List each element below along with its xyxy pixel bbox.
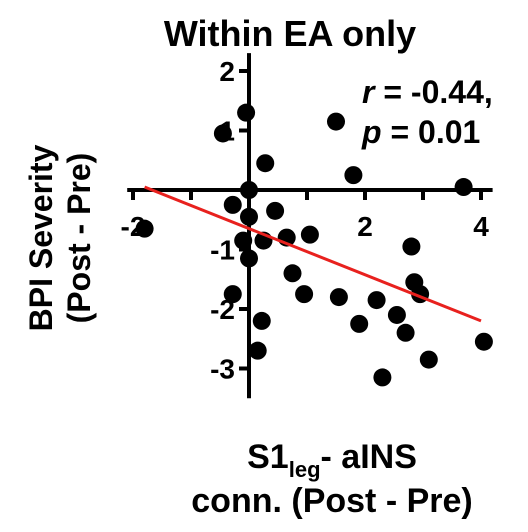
x-axis-label-line1: S1leg- aINS [247, 438, 417, 482]
data-point [240, 181, 258, 199]
data-point [300, 225, 319, 244]
data-point [329, 288, 348, 307]
data-point [223, 285, 242, 304]
data-point [350, 314, 369, 333]
y-tick-label: 2 [219, 56, 235, 87]
x-axis-label-rest: - aINS [321, 438, 417, 476]
data-point [283, 264, 302, 283]
y-tick-label: -3 [210, 354, 235, 385]
x-axis-label-sub: leg [289, 457, 321, 482]
data-point [240, 207, 258, 226]
stat-p-symbol: p [361, 114, 382, 150]
tick-labels: -2 2 4 2 1 -1 -2 -3 [121, 56, 490, 385]
chart-title: Within EA only [164, 13, 416, 54]
fit-line-group [144, 185, 482, 323]
data-point [402, 237, 421, 256]
stat-p-value: = 0.01 [382, 114, 481, 150]
data-point [387, 305, 406, 324]
data-point [135, 219, 154, 238]
data-point [266, 201, 285, 220]
data-point [367, 291, 386, 310]
data-point [252, 311, 271, 330]
data-point [240, 249, 258, 268]
data-point [223, 195, 242, 214]
data-point [237, 103, 256, 122]
y-tick-label: -1 [210, 235, 235, 266]
data-points [135, 103, 493, 387]
x-axis-label-main: S1 [247, 438, 289, 476]
stat-r-line: r = -0.44, [362, 74, 493, 110]
stat-r-value: = -0.44, [374, 74, 492, 110]
regression-line [144, 185, 482, 323]
data-point [256, 154, 275, 173]
data-point [454, 178, 473, 197]
data-point [344, 166, 363, 185]
x-axis-label-line2: conn. (Post - Pre) [191, 482, 472, 520]
stat-annotation: r = -0.44, p = 0.01 [361, 74, 493, 150]
data-point [248, 341, 267, 360]
x-tick-label: -2 [121, 211, 146, 242]
data-point [396, 323, 415, 342]
y-axis-label: BPI Severity (Post - Pre) [23, 144, 97, 331]
data-point [373, 368, 392, 387]
data-point [327, 112, 345, 131]
x-tick-label: 4 [473, 211, 489, 242]
data-point [234, 231, 253, 250]
y-axis-label-line1: BPI Severity [23, 144, 59, 331]
data-point [213, 124, 232, 143]
data-point [419, 350, 438, 369]
stat-r-symbol: r [362, 74, 376, 110]
data-point [295, 285, 314, 304]
y-tick-label: -2 [210, 294, 235, 325]
x-tick-label: 2 [357, 211, 373, 242]
stat-p-line: p = 0.01 [361, 114, 480, 150]
y-tick-label: 1 [219, 116, 235, 147]
data-point [474, 332, 493, 351]
y-axis-label-line2: (Post - Pre) [61, 153, 97, 324]
x-axis-label: S1leg- aINS conn. (Post - Pre) [191, 438, 472, 520]
